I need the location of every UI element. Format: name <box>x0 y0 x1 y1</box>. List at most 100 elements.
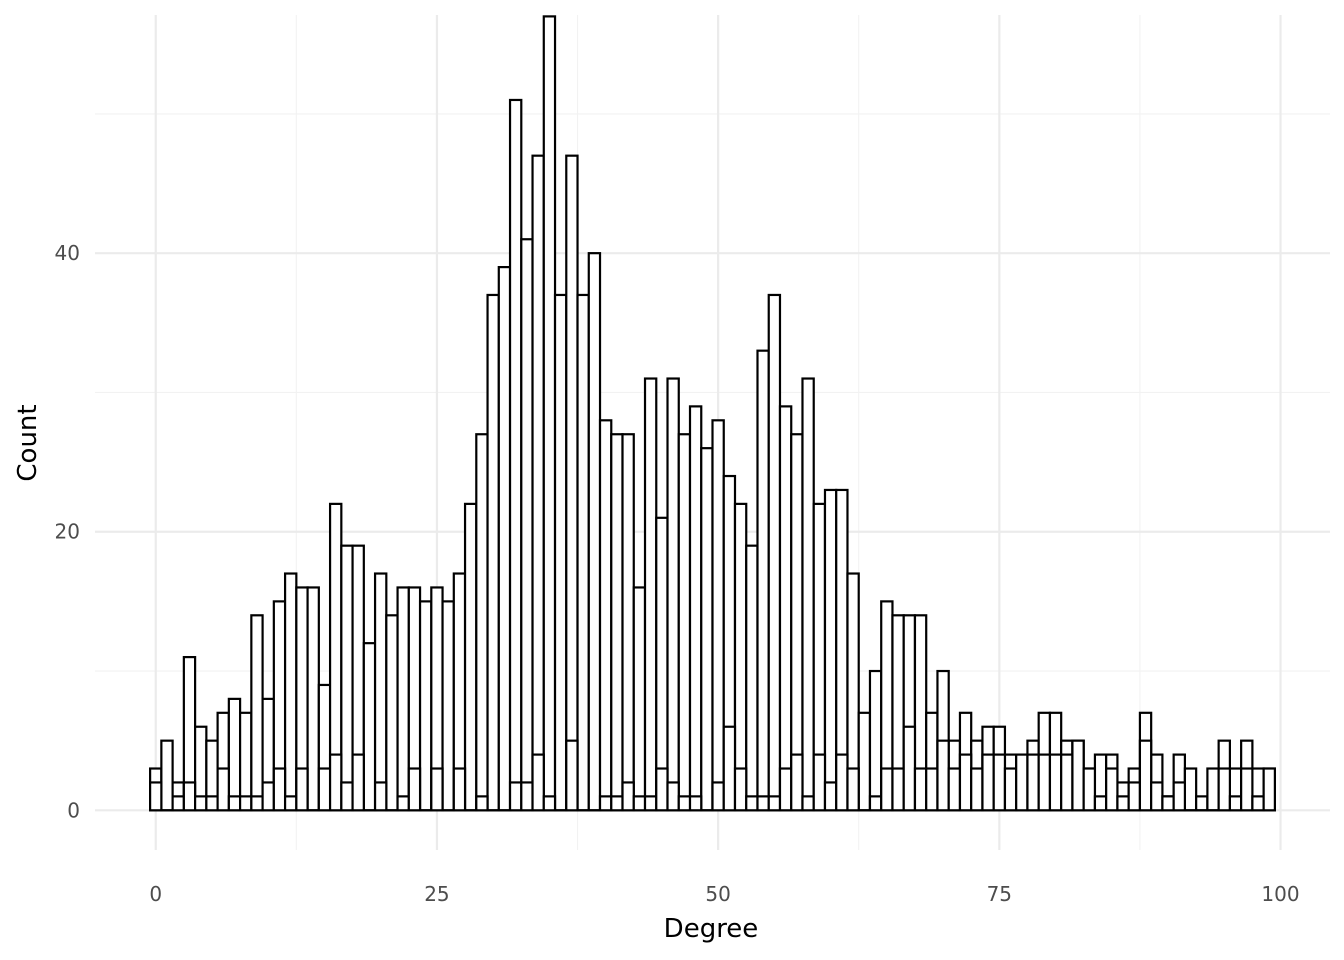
histogram-bar <box>823 488 838 812</box>
histogram-bar <box>700 447 714 812</box>
histogram-bar <box>756 349 770 812</box>
histogram-bar <box>711 419 725 812</box>
histogram-bar <box>1172 781 1187 812</box>
histogram-bar <box>194 795 208 812</box>
histogram-bar <box>531 753 545 812</box>
histogram-bar <box>508 781 523 812</box>
histogram-bar <box>688 405 703 812</box>
histogram-bar <box>992 753 1007 812</box>
histogram-bar <box>722 725 737 812</box>
histogram-bar <box>610 795 624 812</box>
histogram-bar <box>1037 753 1052 812</box>
histogram-bar <box>475 433 489 812</box>
histogram-bar <box>531 154 545 812</box>
histogram-bar <box>520 781 534 812</box>
histogram-bar <box>688 795 703 812</box>
histogram-bar <box>576 293 590 812</box>
histogram-bar <box>1183 767 1198 812</box>
histogram-bar <box>643 795 658 812</box>
histogram-bar <box>373 572 388 812</box>
histogram-bar <box>902 725 917 812</box>
histogram-bar <box>227 697 242 812</box>
histogram-bar <box>497 266 512 812</box>
histogram-bar <box>340 781 354 812</box>
histogram-bar <box>655 767 669 812</box>
histogram-bar <box>553 293 568 812</box>
y-tick-label: 0 <box>67 798 80 822</box>
histogram-bar <box>936 739 950 812</box>
histogram-bar <box>621 433 635 812</box>
histogram-bar <box>711 781 725 812</box>
histogram-bar <box>238 795 253 812</box>
histogram-bars <box>149 15 1276 812</box>
histogram-bar <box>880 767 894 812</box>
histogram-bar <box>261 781 275 812</box>
histogram-bar <box>340 544 354 812</box>
histogram-bar <box>598 419 613 812</box>
histogram-bar <box>1071 739 1085 812</box>
histogram-bar <box>486 293 500 812</box>
histogram-bar <box>587 252 602 812</box>
histogram-bar <box>306 586 320 812</box>
histogram-bar <box>868 669 883 812</box>
histogram-bar <box>407 767 422 812</box>
histogram-bar <box>1195 795 1209 812</box>
histogram-bar <box>925 767 939 812</box>
histogram-bar <box>1105 767 1119 812</box>
y-axis-tick-labels: 0 20 40 <box>55 241 80 822</box>
histogram-bar <box>171 795 185 812</box>
histogram-bar <box>801 377 815 812</box>
histogram-bar <box>205 795 219 812</box>
histogram-bar <box>733 767 748 812</box>
histogram-bar <box>666 377 680 812</box>
histogram-bar <box>475 795 489 812</box>
histogram-bar <box>868 795 883 812</box>
x-tick-label: 100 <box>1261 882 1299 906</box>
histogram-bar <box>1093 795 1108 812</box>
histogram-bar <box>632 586 647 812</box>
histogram-bar <box>767 795 782 812</box>
histogram-bar <box>452 767 467 812</box>
histogram-bar <box>1138 739 1153 812</box>
histogram-bar <box>396 795 410 812</box>
histogram-bar <box>655 516 669 812</box>
histogram-bar <box>598 795 613 812</box>
histogram-bar <box>283 795 298 812</box>
histogram-bar <box>1060 753 1074 812</box>
histogram-bar <box>250 614 264 812</box>
histogram-bar <box>913 767 928 812</box>
x-tick-label: 75 <box>987 882 1012 906</box>
histogram-bar <box>1048 753 1063 812</box>
x-axis-title: Degree <box>664 914 759 944</box>
histogram-bar <box>520 238 534 812</box>
histogram-bar <box>1026 753 1040 812</box>
x-tick-label: 50 <box>705 882 730 906</box>
y-tick-label: 20 <box>55 520 80 544</box>
histogram-bar <box>632 795 647 812</box>
histogram-bar <box>1228 795 1243 812</box>
histogram-bar <box>565 739 579 812</box>
y-axis-title: Count <box>13 404 43 481</box>
histogram-bar <box>756 795 770 812</box>
histogram-bar <box>182 781 197 812</box>
histogram-bar <box>767 293 782 812</box>
histogram-bar <box>441 600 455 812</box>
histogram-bar <box>677 795 692 812</box>
histogram-bar <box>160 739 174 812</box>
histogram-bar <box>565 154 579 812</box>
histogram-bar <box>778 405 793 812</box>
histogram-bar <box>542 795 557 812</box>
histogram-bar <box>250 795 264 812</box>
x-tick-label: 25 <box>424 882 449 906</box>
histogram-bar <box>1206 767 1220 812</box>
histogram-bar <box>542 15 557 812</box>
histogram-bar <box>857 711 872 812</box>
histogram-layer-1 <box>149 15 1276 812</box>
histogram-bar <box>317 767 332 812</box>
histogram-bar <box>216 767 230 812</box>
histogram-bar <box>958 753 973 812</box>
histogram-bar <box>362 642 377 812</box>
histogram-bar <box>801 795 815 812</box>
histogram-bar <box>610 433 624 812</box>
